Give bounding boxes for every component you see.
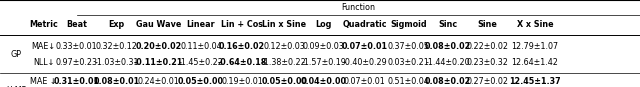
Text: Gau Wave: Gau Wave — [136, 20, 181, 29]
Text: -1.57±0.19: -1.57±0.19 — [301, 58, 346, 67]
Text: -1.03±0.31: -1.03±0.31 — [94, 58, 139, 67]
Text: 0.05±0.00: 0.05±0.00 — [178, 77, 224, 86]
Text: -0.64±0.18: -0.64±0.18 — [217, 58, 267, 67]
Text: 0.04±0.00: 0.04±0.00 — [301, 77, 347, 86]
Text: 0.22±0.02: 0.22±0.02 — [467, 42, 509, 51]
Text: 0.16±0.02: 0.16±0.02 — [219, 42, 265, 51]
Text: Lin x Sine: Lin x Sine — [262, 20, 306, 29]
Text: 0.07±0.01: 0.07±0.01 — [342, 42, 388, 51]
Text: Sigmoid: Sigmoid — [390, 20, 427, 29]
Text: 0.20±0.02: 0.20±0.02 — [136, 42, 182, 51]
Text: -1.38±0.22: -1.38±0.22 — [262, 58, 307, 67]
Text: 12.45±1.37: 12.45±1.37 — [509, 77, 561, 86]
Text: Sinc: Sinc — [438, 20, 458, 29]
Text: Metric: Metric — [29, 20, 58, 29]
Text: 0.27±0.02: 0.27±0.02 — [467, 77, 509, 86]
Text: Quadratic: Quadratic — [342, 20, 387, 29]
Text: 0.19±0.01: 0.19±0.01 — [221, 77, 263, 86]
Text: 0.37±0.05: 0.37±0.05 — [387, 42, 429, 51]
Text: LLMP: LLMP — [6, 86, 26, 87]
Text: 0.09±0.03: 0.09±0.03 — [303, 42, 345, 51]
Text: 0.23±0.32: 0.23±0.32 — [467, 58, 509, 67]
Text: X x Sine: X x Sine — [516, 20, 554, 29]
Text: 0.08±0.02: 0.08±0.02 — [425, 42, 471, 51]
Text: Exp: Exp — [108, 20, 125, 29]
Text: 0.11±0.04: 0.11±0.04 — [180, 42, 222, 51]
Text: 0.51±0.04: 0.51±0.04 — [387, 77, 429, 86]
Text: NLL↓: NLL↓ — [33, 58, 54, 67]
Text: MAE↓: MAE↓ — [31, 42, 56, 51]
Text: GP: GP — [10, 50, 22, 59]
Text: MAE ↓: MAE ↓ — [30, 77, 57, 86]
Text: 0.05±0.00: 0.05±0.00 — [261, 77, 307, 86]
Text: 12.79±1.07: 12.79±1.07 — [511, 42, 559, 51]
Text: 0.08±0.02: 0.08±0.02 — [425, 77, 471, 86]
Text: -1.44±0.20: -1.44±0.20 — [426, 58, 470, 67]
Text: 0.97±0.23: 0.97±0.23 — [56, 58, 98, 67]
Text: 0.12±0.03: 0.12±0.03 — [263, 42, 305, 51]
Text: 0.32±0.12: 0.32±0.12 — [95, 42, 138, 51]
Text: 12.64±1.42: 12.64±1.42 — [511, 58, 559, 67]
Text: Log: Log — [316, 20, 332, 29]
Text: Beat: Beat — [67, 20, 87, 29]
Text: Function: Function — [341, 3, 376, 12]
Text: -0.40±0.29: -0.40±0.29 — [342, 58, 387, 67]
Text: 0.33±0.01: 0.33±0.01 — [56, 42, 98, 51]
Text: 0.31±0.01: 0.31±0.01 — [54, 77, 100, 86]
Text: 0.07±0.01: 0.07±0.01 — [344, 77, 386, 86]
Text: Sine: Sine — [477, 20, 498, 29]
Text: 0.24±0.01: 0.24±0.01 — [138, 77, 180, 86]
Text: -1.45±0.22: -1.45±0.22 — [179, 58, 223, 67]
Text: -0.11±0.21: -0.11±0.21 — [134, 58, 184, 67]
Text: 0.03±0.21: 0.03±0.21 — [387, 58, 429, 67]
Text: 0.08±0.01: 0.08±0.01 — [93, 77, 140, 86]
Text: Linear: Linear — [187, 20, 215, 29]
Text: Lin + Cos: Lin + Cos — [221, 20, 263, 29]
